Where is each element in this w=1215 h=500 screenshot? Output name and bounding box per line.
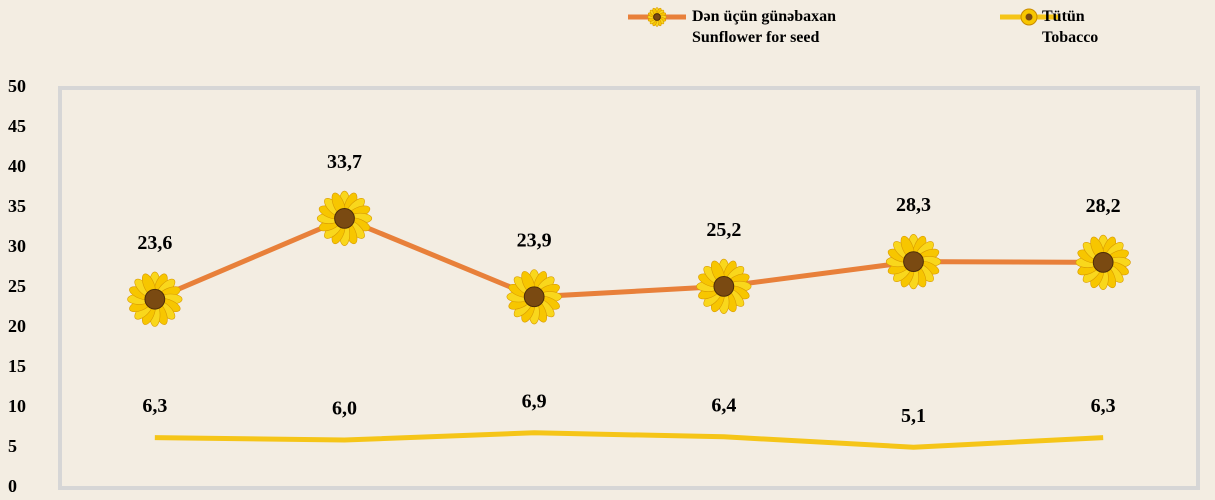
data-label: 33,7	[327, 151, 362, 173]
flower-center	[334, 208, 355, 229]
y-tick-label: 15	[8, 356, 26, 376]
data-label: 23,6	[137, 232, 172, 254]
y-tick-label: 0	[8, 476, 17, 496]
flower-center	[523, 286, 545, 308]
sunflower-marker	[696, 258, 752, 314]
sunflower-marker	[127, 271, 183, 327]
sunflower-marker	[316, 190, 373, 246]
data-label: 6,3	[1091, 395, 1116, 417]
sunflower-marker	[885, 234, 942, 290]
flower-center	[1092, 252, 1114, 273]
y-tick-label: 35	[8, 196, 26, 216]
data-label: 6,0	[332, 398, 357, 420]
data-label: 28,3	[896, 194, 931, 216]
plot-frame	[58, 86, 1200, 490]
y-tick-label: 10	[8, 396, 26, 416]
flower-center	[903, 251, 924, 272]
sunflower-marker	[1075, 234, 1131, 290]
y-tick-label: 45	[8, 116, 26, 136]
series-line	[153, 215, 1104, 302]
legend-label: Tütün Tobacco	[1042, 8, 1099, 46]
series-line	[154, 430, 1104, 450]
y-tick-label: 5	[8, 436, 17, 456]
y-tick-label: 20	[8, 316, 26, 336]
data-label: 23,9	[517, 229, 552, 251]
data-label: 6,3	[142, 395, 167, 417]
legend-symbol-center	[1025, 13, 1033, 21]
data-label: 5,1	[901, 405, 926, 427]
data-label: 6,9	[522, 390, 547, 412]
y-tick-label: 40	[8, 156, 26, 176]
data-label: 6,4	[711, 394, 736, 416]
data-label: 28,2	[1086, 195, 1121, 217]
y-tick-label: 30	[8, 236, 26, 256]
legend-label: Dən üçün günəbaxan Sunflower for seed	[692, 8, 837, 46]
flower-center	[653, 13, 661, 21]
sunflower-marker	[506, 269, 562, 325]
y-tick-label: 25	[8, 276, 26, 296]
y-tick-label: 50	[8, 76, 26, 96]
flower-center	[144, 288, 166, 310]
flower-center	[713, 276, 735, 297]
sunflower-marker	[647, 7, 667, 27]
data-label: 25,2	[706, 219, 741, 241]
